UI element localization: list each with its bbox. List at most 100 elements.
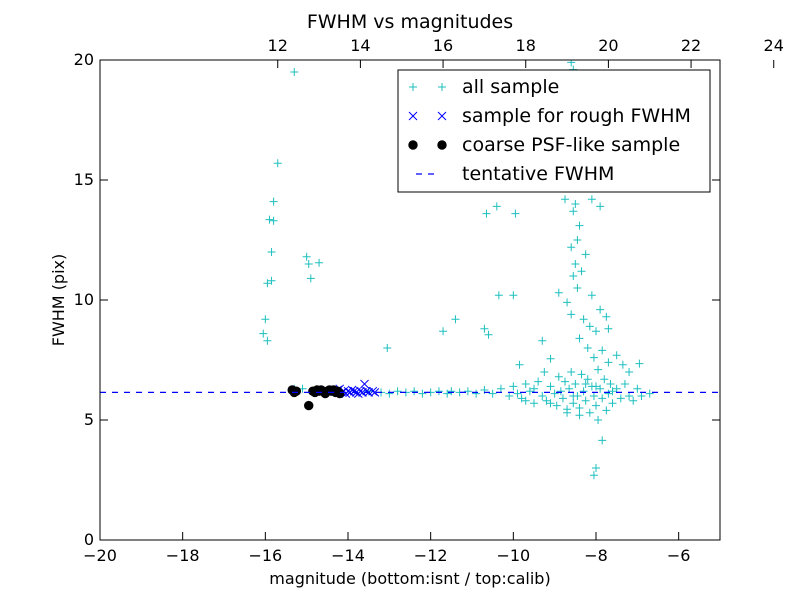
data-point <box>602 406 611 415</box>
data-point <box>267 276 276 285</box>
data-point <box>463 387 472 396</box>
axes: −20 −18 −16 −14 −12 −10 −8 −6 0 5 10 15 20 12 14 16 18 20… <box>74 36 784 565</box>
data-point <box>620 380 629 388</box>
data-point <box>575 221 584 230</box>
data-point <box>509 291 518 300</box>
data-point <box>335 388 345 399</box>
legend-entry: sample for rough FWHM <box>408 105 691 127</box>
data-point <box>563 298 572 307</box>
data-point <box>567 368 576 376</box>
x-tick-label: −6 <box>667 546 691 565</box>
top-tick-label: 20 <box>598 36 618 55</box>
data-point <box>567 60 576 67</box>
data-point <box>571 200 580 208</box>
top-tick-label: 24 <box>764 36 784 55</box>
legend-swatch <box>437 111 447 121</box>
data-point <box>362 386 371 396</box>
data-point <box>393 387 402 396</box>
data-point <box>259 329 268 338</box>
y-tick-label: 0 <box>84 530 94 549</box>
data-point <box>418 389 427 398</box>
data-point <box>269 216 278 225</box>
data-point <box>645 389 654 398</box>
legend-label: coarse PSF-like sample <box>462 134 680 156</box>
data-point <box>494 291 503 300</box>
data-point <box>505 392 514 400</box>
data-point <box>563 408 572 417</box>
top-tick-label: 16 <box>433 36 453 55</box>
data-point <box>304 400 314 411</box>
data-point <box>594 416 603 424</box>
data-point <box>521 396 530 405</box>
data-point <box>306 274 315 283</box>
data-point <box>571 260 580 268</box>
data-point <box>569 392 578 400</box>
data-point <box>561 377 569 386</box>
data-point <box>443 389 452 398</box>
data-point <box>589 392 598 400</box>
legend-label: sample for rough FWHM <box>462 105 691 127</box>
data-point <box>482 209 491 218</box>
x-axis-label: magnitude (bottom:isnt / top:calib) <box>269 569 550 588</box>
plot-marks <box>100 60 720 480</box>
data-point <box>410 387 419 396</box>
data-point <box>291 386 302 396</box>
data-point <box>383 344 392 352</box>
data-point <box>569 399 578 408</box>
data-point <box>629 396 638 405</box>
data-point <box>451 315 460 324</box>
legend-label: all sample <box>462 76 559 98</box>
data-point <box>579 315 588 324</box>
data-point <box>554 288 563 297</box>
data-point <box>596 202 605 211</box>
legend-entry: tentative FWHM <box>416 163 614 185</box>
data-point <box>583 375 592 384</box>
data-point <box>302 252 311 261</box>
legend-swatch <box>408 140 418 150</box>
data-point <box>447 387 456 396</box>
data-point <box>263 279 272 288</box>
data-point <box>596 384 605 393</box>
data-point <box>571 380 580 388</box>
data-point <box>290 68 299 76</box>
top-tick-label: 14 <box>350 36 370 55</box>
data-point <box>573 284 582 292</box>
data-point <box>618 360 627 369</box>
data-point <box>592 327 600 336</box>
data-point <box>540 368 549 376</box>
data-point <box>368 386 378 396</box>
data-point <box>585 408 594 417</box>
data-point <box>608 399 617 408</box>
data-point <box>360 379 369 389</box>
data-point <box>353 389 363 398</box>
x-tick-label: −12 <box>414 546 448 565</box>
data-point <box>517 394 526 403</box>
data-point <box>538 392 547 400</box>
data-point <box>567 243 576 252</box>
data-point <box>496 384 505 393</box>
data-point <box>472 389 481 398</box>
data-point <box>592 401 600 410</box>
data-point <box>589 353 598 362</box>
data-point <box>530 384 538 393</box>
legend-entry: all sample <box>409 76 559 98</box>
data-point <box>567 310 576 319</box>
data-point <box>594 365 603 374</box>
legend-label: tentative FWHM <box>462 163 614 185</box>
data-point <box>604 358 613 367</box>
chart-title: FWHM vs magnitudes <box>307 11 513 33</box>
y-tick-label: 20 <box>74 50 94 69</box>
data-point <box>558 394 567 403</box>
data-point <box>589 471 598 480</box>
data-point <box>583 344 592 352</box>
data-point <box>385 389 394 398</box>
data-point <box>530 399 538 408</box>
x-tick-label: −14 <box>331 546 365 565</box>
data-point <box>573 236 582 244</box>
y-tick-label: 10 <box>74 290 94 309</box>
x-tick-label: −16 <box>248 546 282 565</box>
data-point <box>575 411 584 420</box>
data-point <box>625 368 634 376</box>
data-point <box>267 248 276 256</box>
data-point <box>587 195 596 204</box>
